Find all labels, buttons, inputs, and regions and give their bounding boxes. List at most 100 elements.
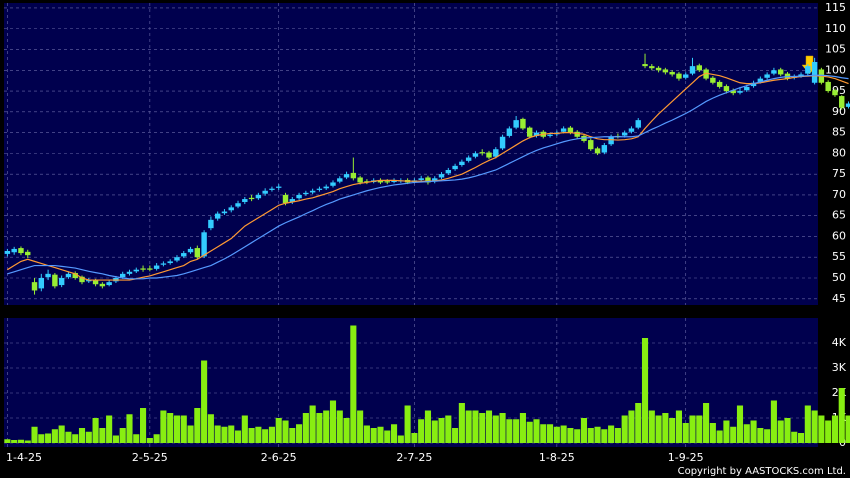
y-tick-label: 105 xyxy=(825,43,846,56)
candle-body xyxy=(513,120,519,128)
volume-bar xyxy=(716,430,723,443)
candle-body xyxy=(181,253,187,257)
volume-bar xyxy=(845,415,850,443)
candle-body xyxy=(350,172,357,179)
candle-body xyxy=(750,82,757,87)
volume-bar xyxy=(133,434,140,443)
volume-bar xyxy=(65,431,72,443)
candle-body xyxy=(811,61,818,83)
volume-bar xyxy=(316,413,323,443)
volume-bar xyxy=(370,428,377,443)
candle-body xyxy=(737,91,743,93)
candle-body xyxy=(472,153,479,157)
candle-body xyxy=(276,186,282,188)
volume-bar xyxy=(519,413,526,443)
candle-body xyxy=(316,188,323,190)
candle-body xyxy=(845,103,850,107)
candle-body xyxy=(520,118,526,129)
volume-bar xyxy=(628,410,635,443)
volume-bar xyxy=(38,434,45,443)
volume-bar xyxy=(45,433,52,443)
volume-bar xyxy=(465,410,472,443)
volume-bar xyxy=(513,419,520,443)
volume-bar xyxy=(526,421,533,443)
volume-bar xyxy=(146,438,153,443)
y-tick-label: 50 xyxy=(832,271,846,284)
candle-body xyxy=(642,64,648,67)
candle-body xyxy=(11,248,17,253)
candle-body xyxy=(147,268,153,270)
volume-bar xyxy=(11,440,18,443)
volume-bar xyxy=(777,420,784,443)
candle-body xyxy=(86,280,92,282)
candle-body xyxy=(703,69,709,79)
volume-bar xyxy=(533,419,540,443)
volume-bar xyxy=(140,408,147,443)
volume-bar xyxy=(791,431,798,443)
candle-body xyxy=(201,232,207,257)
candle-body xyxy=(323,186,329,189)
volume-bar xyxy=(736,405,744,443)
candle-body xyxy=(235,203,241,207)
candle-body xyxy=(72,273,78,278)
volume-bar xyxy=(234,430,242,443)
volume-bar xyxy=(492,415,499,443)
volume-bar xyxy=(655,415,662,443)
candle-body xyxy=(38,277,45,289)
candle-body xyxy=(635,120,641,128)
volume-bar xyxy=(357,410,364,443)
candle-body xyxy=(4,250,11,254)
candle-body xyxy=(106,282,112,286)
candle-body xyxy=(479,152,485,154)
volume-bar xyxy=(78,428,86,443)
volume-bar xyxy=(173,415,181,443)
volume-bar xyxy=(764,429,771,443)
candle-body xyxy=(757,78,764,82)
volume-bar xyxy=(635,403,642,443)
candle-body xyxy=(798,74,804,77)
candle-body xyxy=(764,74,770,78)
volume-bar xyxy=(587,428,594,443)
volume-bar xyxy=(804,405,811,443)
candle-body xyxy=(676,73,682,79)
volume-bar xyxy=(221,426,228,443)
candle-body xyxy=(140,268,146,270)
volume-bar xyxy=(547,424,554,443)
candle-body xyxy=(153,265,160,269)
candle-body xyxy=(825,81,831,92)
candle-body xyxy=(174,257,180,261)
volume-bar xyxy=(418,419,425,443)
volume-bar xyxy=(784,418,791,443)
volume-bar xyxy=(553,426,560,443)
candle-body xyxy=(832,90,838,96)
candle-body xyxy=(269,188,275,190)
candle-body xyxy=(710,77,716,83)
volume-bar xyxy=(506,419,513,443)
volume-bar xyxy=(797,433,805,443)
y-tick-label: 115 xyxy=(825,1,846,14)
candle-body xyxy=(628,128,635,132)
candle-body xyxy=(452,165,458,170)
candle-body xyxy=(418,178,424,180)
candle-body xyxy=(459,161,465,166)
volume-tick-label: 4K xyxy=(832,336,847,349)
volume-bar xyxy=(207,414,214,443)
candle-body xyxy=(594,148,601,154)
candle-body xyxy=(255,194,262,199)
volume-bar xyxy=(831,415,839,443)
candle-body xyxy=(228,207,234,211)
candle-body xyxy=(649,66,655,69)
x-tick-label: 2-7-25 xyxy=(396,451,432,464)
y-tick-label: 45 xyxy=(832,292,846,305)
volume-bar xyxy=(51,429,58,443)
volume-bar xyxy=(85,431,92,443)
volume-bar xyxy=(696,415,703,443)
volume-bar xyxy=(363,425,370,443)
volume-bar xyxy=(241,415,248,443)
candle-body xyxy=(262,190,268,194)
volume-bar xyxy=(377,426,384,443)
volume-bar xyxy=(452,428,459,443)
volume-bar xyxy=(580,418,588,443)
x-tick-label: 2-5-25 xyxy=(132,451,168,464)
candle-body xyxy=(92,279,99,285)
